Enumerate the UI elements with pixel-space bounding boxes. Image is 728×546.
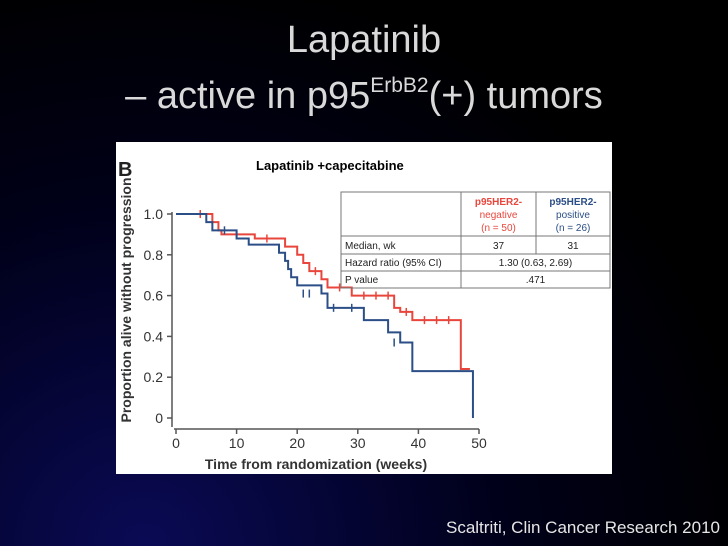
slide-subtitle: – active in p95ErbB2(+) tumors bbox=[0, 74, 728, 118]
x-tick-label: 10 bbox=[229, 435, 245, 451]
table-row-label: Median, wk bbox=[345, 241, 397, 252]
km-figure: B Lapatinib +capecitabine Proportion ali… bbox=[116, 142, 612, 474]
table-header-line1: p95HER2- bbox=[549, 197, 596, 208]
table-header-line3: (n = 50) bbox=[481, 223, 516, 234]
km-curve-positive bbox=[176, 213, 474, 418]
km-chart: B Lapatinib +capecitabine Proportion ali… bbox=[118, 158, 611, 472]
y-axis-label: Proportion alive without progression bbox=[118, 177, 134, 422]
panel-letter: B bbox=[118, 159, 132, 181]
table-cell: .471 bbox=[526, 275, 546, 286]
y-tick-label: 0.2 bbox=[144, 369, 164, 385]
table-header-line2: negative bbox=[480, 210, 518, 221]
slide-title-line1: Lapatinib bbox=[286, 19, 442, 61]
x-tick-label: 40 bbox=[411, 435, 427, 451]
y-tick-label: 0.6 bbox=[144, 288, 164, 304]
table-cell: 1.30 (0.63, 2.69) bbox=[499, 258, 572, 269]
y-tick-label: 1.0 bbox=[144, 206, 164, 222]
chart-title: Lapatinib +capecitabine bbox=[256, 158, 404, 173]
table-row-label: Hazard ratio (95% CI) bbox=[345, 258, 442, 269]
x-tick-label: 0 bbox=[172, 435, 180, 451]
y-tick-label: 0.8 bbox=[144, 247, 164, 263]
x-tick-label: 20 bbox=[289, 435, 305, 451]
table-row-label: P value bbox=[345, 275, 379, 286]
subtitle-prefix: – active in p95 bbox=[125, 75, 371, 117]
table-header-line1: p95HER2- bbox=[475, 197, 522, 208]
x-tick-label: 50 bbox=[471, 435, 487, 451]
table-cell: 31 bbox=[567, 241, 579, 252]
km-curve-negative bbox=[176, 213, 470, 371]
subtitle-superscript: ErbB2 bbox=[370, 74, 429, 97]
y-tick-label: 0 bbox=[155, 410, 163, 426]
table-cell: 37 bbox=[493, 241, 505, 252]
y-tick-label: 0.4 bbox=[144, 328, 164, 344]
citation: Scaltriti, Clin Cancer Research 2010 bbox=[445, 518, 720, 537]
x-axis-label: Time from randomization (weeks) bbox=[205, 456, 427, 472]
stats-table-border bbox=[340, 191, 611, 289]
table-header-line2: positive bbox=[556, 210, 590, 221]
slide-title: Lapatinib bbox=[0, 18, 728, 62]
table-header-line3: (n = 26) bbox=[556, 223, 591, 234]
x-tick-label: 30 bbox=[350, 435, 366, 451]
subtitle-suffix: (+) tumors bbox=[428, 75, 603, 117]
